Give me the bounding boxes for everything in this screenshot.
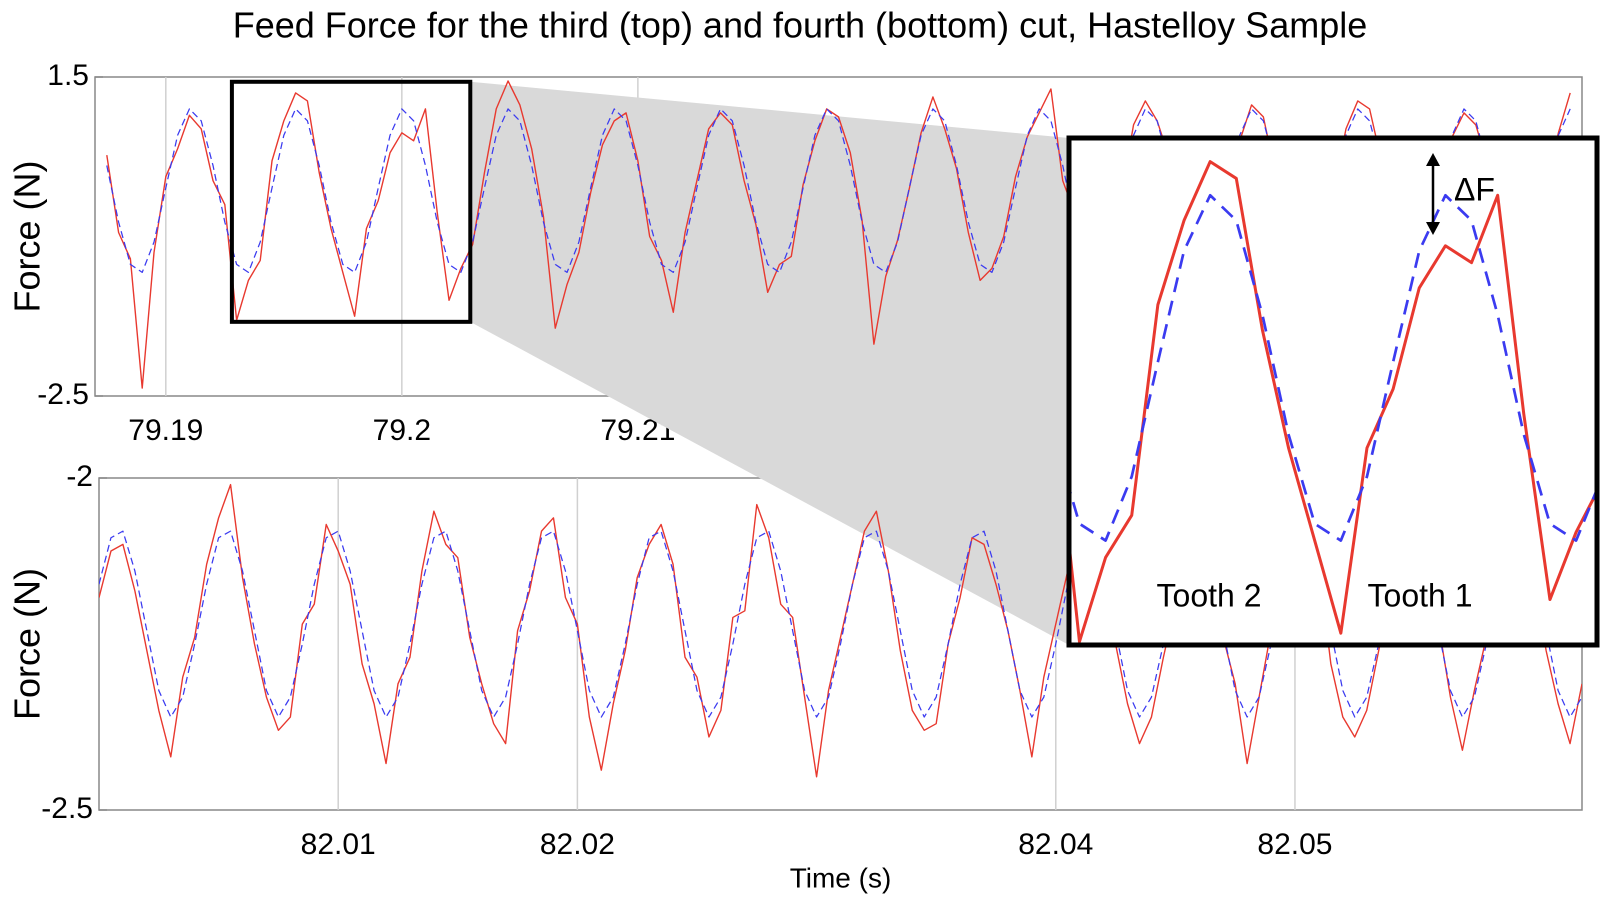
arrow-head [1426,222,1440,235]
inset-frame [1066,135,1600,648]
y-axis-label: Force (N) [7,568,48,720]
x-tick-label: 82.04 [1018,828,1093,861]
force-line [99,483,1582,778]
x-axis-label: Time (s) [790,862,892,893]
x-tick-label: 82.02 [540,828,615,861]
series-group [1069,160,1597,644]
inset: ΔF Tooth 2 Tooth 1 [1066,135,1600,648]
x-tick-label: 82.05 [1257,828,1332,861]
x-tick-label: 82.01 [301,828,376,861]
x-tick-label: 79.2 [373,414,431,447]
y-tick-label: -2.5 [37,378,89,411]
x-tick-label: 79.19 [128,414,203,447]
tooth-label: Tooth 1 [1368,577,1473,613]
y-tick-label: -2 [66,460,93,493]
series-group [99,483,1582,778]
chart-title: Feed Force for the third (top) and fourt… [233,5,1368,46]
y-tick-label: -2.5 [41,792,93,825]
y-axis-label: Force (N) [7,161,48,313]
arrow-head [1426,153,1440,166]
inset-background [1069,138,1597,645]
force-line [1069,160,1597,644]
zoom-connector [470,81,1069,645]
delta-label: ΔF [1454,171,1495,207]
y-tick-label: 1.5 [47,59,89,92]
zoom-box [229,79,473,324]
fit-line [99,530,1582,718]
tooth-label: Tooth 2 [1157,577,1262,613]
